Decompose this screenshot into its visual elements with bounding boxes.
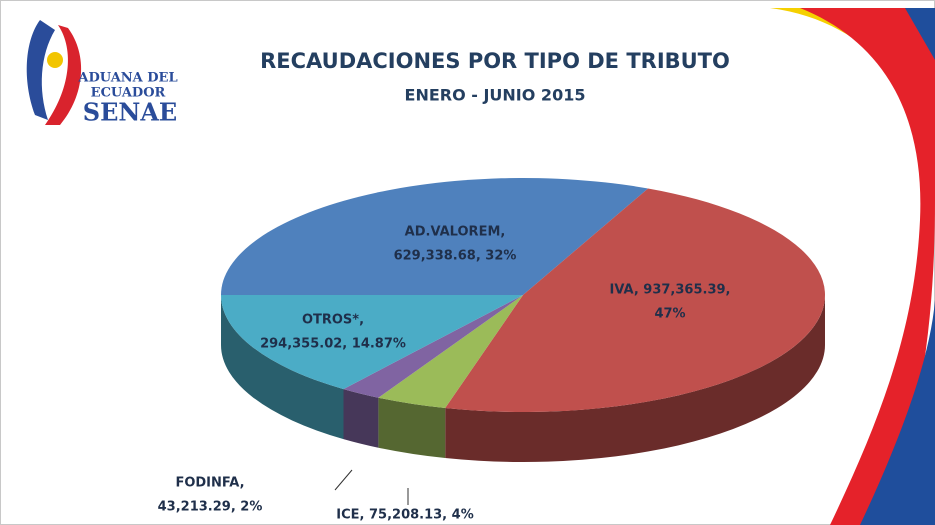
logo-text: ECUADOR [91, 86, 166, 101]
slice [221, 178, 649, 295]
slice [343, 295, 523, 398]
logo-text: SENAE [83, 98, 177, 127]
chart-subtitle: ENERO - JUNIO 2015 [405, 86, 586, 105]
slice [445, 188, 825, 412]
leader-line [334, 469, 353, 491]
data-label: FODINFA, [175, 476, 244, 491]
data-label: 47% [654, 307, 685, 322]
chart-title: RECAUDACIONES POR TIPO DE TRIBUTO [260, 49, 730, 73]
data-label: 294,355.02, 14.87% [260, 337, 406, 352]
logo: ADUANA DEL ECUADOR SENAE [26, 20, 178, 127]
data-label: OTROS*, [302, 313, 364, 328]
slice-side [378, 397, 446, 459]
data-label: 629,338.68, 32% [394, 249, 517, 264]
slice [378, 295, 523, 409]
slice [221, 295, 523, 390]
data-label: AD.VALOREM, [405, 225, 506, 240]
data-label: IVA, 937,365.39, [610, 283, 731, 298]
data-label: ICE, 75,208.13, 4% [336, 508, 473, 523]
decoration [770, 8, 935, 525]
slice-side [343, 389, 379, 448]
logo-text: ADUANA DEL [77, 71, 177, 86]
slice-side [445, 295, 825, 463]
slice-side [221, 295, 344, 440]
data-label: 43,213.29, 2% [158, 500, 263, 515]
